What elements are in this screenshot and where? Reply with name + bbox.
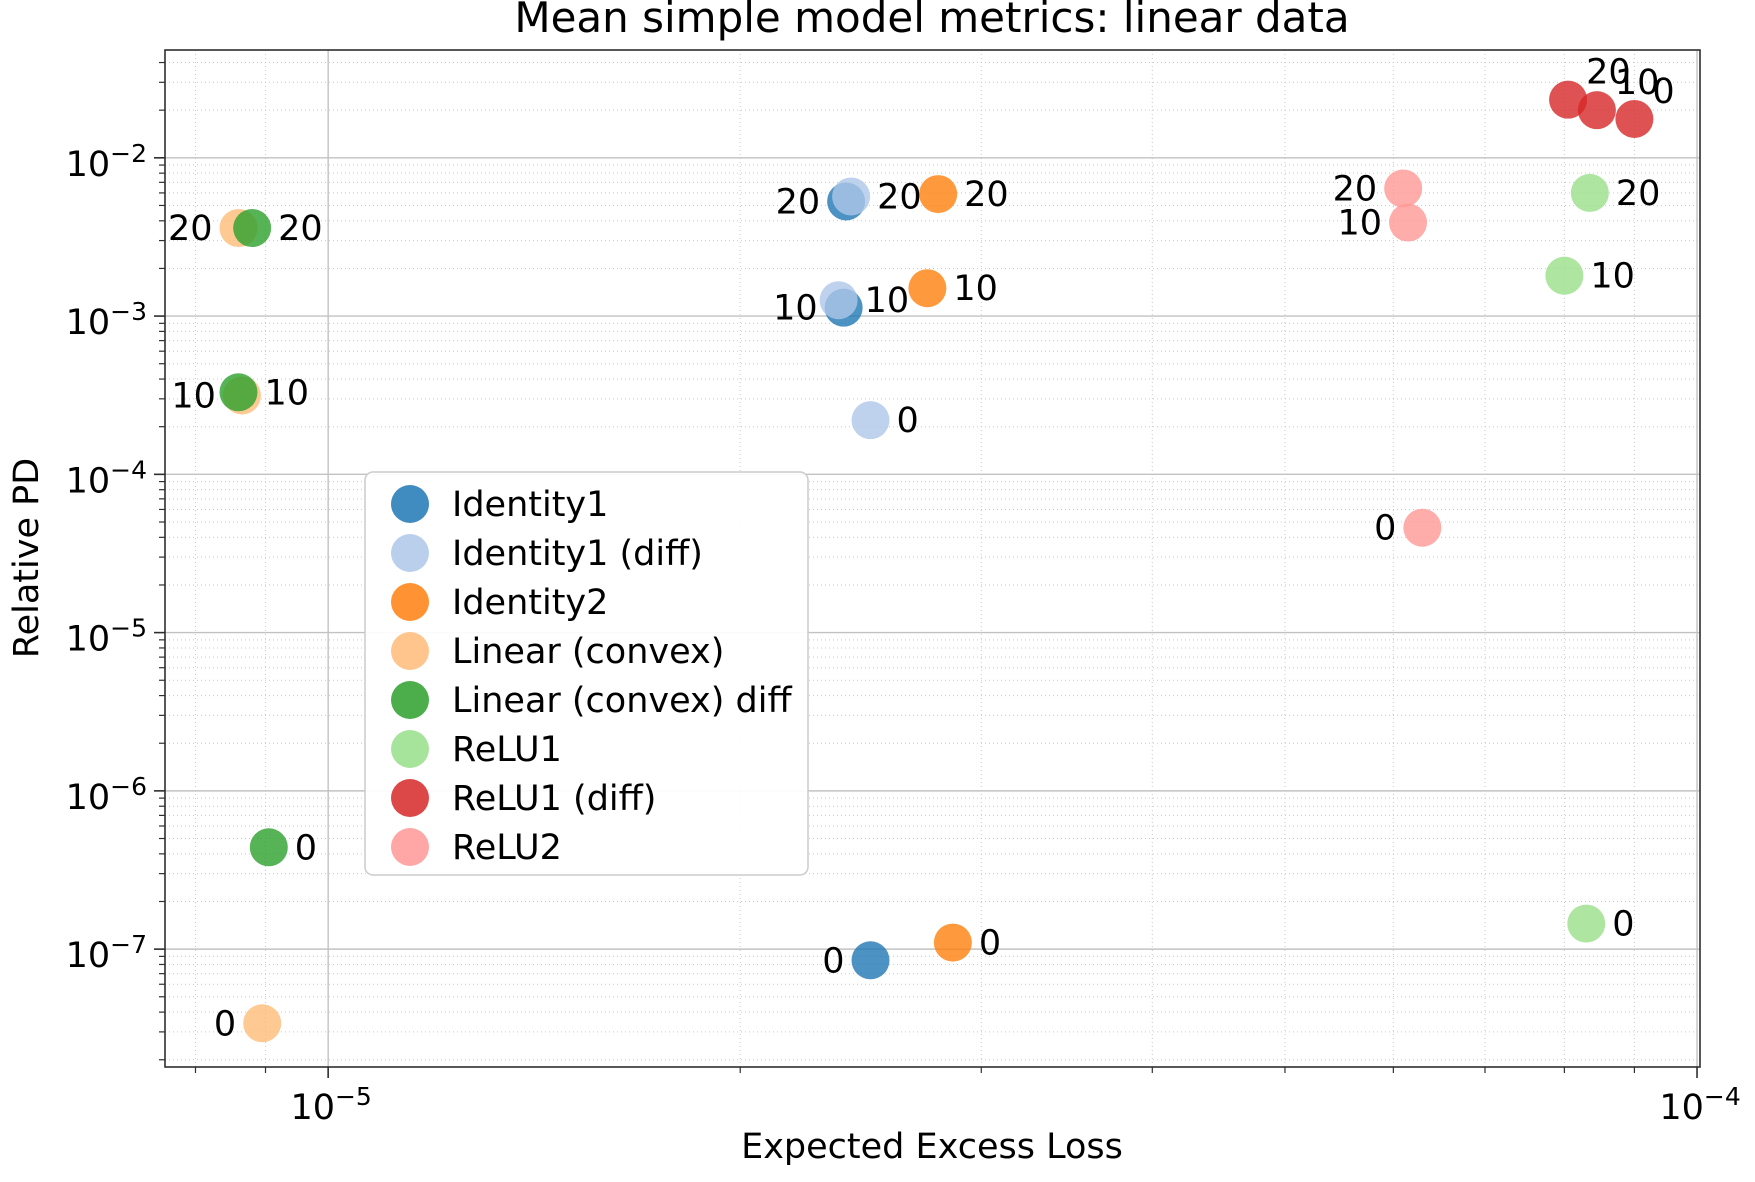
legend-label: Identity2 [452, 583, 608, 623]
legend-label: Identity1 [452, 485, 608, 525]
data-point-identity1-diff- [832, 177, 871, 216]
point-label: 0 [979, 924, 1001, 964]
legend-label: ReLU1 (diff) [452, 779, 656, 819]
data-point-linear-convex-diff [233, 209, 272, 248]
y-tick-label: 10−4 [66, 455, 147, 501]
point-label: 20 [964, 175, 1009, 215]
data-point-relu2 [1384, 169, 1423, 208]
y-tick-label: 10−6 [66, 772, 147, 818]
data-point-relu1-diff- [1577, 91, 1616, 130]
legend-label: ReLU1 [452, 730, 562, 770]
legend-marker-identity1-diff- [391, 534, 429, 572]
x-tick-label: 10−4 [1659, 1082, 1740, 1128]
x-tick-label: 10−5 [290, 1082, 371, 1128]
x-axis-label: Expected Excess Loss [741, 1127, 1123, 1167]
data-points-layer [219, 80, 1654, 1043]
legend-marker-linear-convex-diff [391, 681, 429, 719]
data-point-identity2 [908, 269, 947, 308]
grid-layer [165, 50, 1700, 1067]
point-label: 10 [1337, 204, 1382, 244]
data-point-relu2 [1389, 203, 1428, 242]
legend-marker-relu1-diff- [391, 779, 429, 817]
data-point-relu1 [1545, 256, 1584, 295]
point-label: 10 [773, 289, 818, 329]
tick-layer: 10−5 10−4 10−2 10−3 10−4 10−5 10−6 10−7 [66, 61, 1741, 1128]
point-label: 20 [877, 177, 922, 217]
point-label: 20 [1333, 169, 1378, 209]
legend-box [364, 471, 809, 876]
data-point-identity2 [933, 923, 972, 962]
point-label: 20 [776, 182, 821, 222]
data-point-relu1 [1567, 904, 1606, 943]
point-label: 10 [1615, 63, 1660, 103]
data-point-relu1-diff- [1549, 80, 1588, 119]
legend-marker-relu1 [391, 730, 429, 768]
data-point-linear-convex-diff [249, 828, 288, 867]
point-label: 10 [171, 376, 216, 416]
chart-title: Mean simple model metrics: linear data [514, 0, 1349, 42]
y-tick-label: 10−3 [66, 297, 147, 343]
point-label: 0 [897, 401, 919, 441]
point-label: 20 [1616, 174, 1661, 214]
y-axis-label: Relative PD [7, 458, 47, 658]
legend-label: Identity1 (diff) [452, 534, 703, 574]
point-label: 20 [168, 209, 213, 249]
y-tick-label: 10−2 [66, 139, 147, 185]
data-point-identity1 [851, 941, 890, 980]
data-point-relu1-diff- [1615, 99, 1654, 138]
point-label: 0 [1652, 72, 1674, 112]
data-point-relu1 [1570, 173, 1609, 212]
data-point-linear-convex- [243, 1004, 282, 1043]
y-tick-label: 10−5 [66, 614, 147, 660]
y-tick-label: 10−7 [66, 930, 147, 976]
legend-label: Linear (convex) diff [452, 681, 792, 721]
legend-marker-identity2 [391, 583, 429, 621]
point-label: 20 [278, 209, 323, 249]
point-label: 0 [214, 1004, 236, 1044]
point-label: 10 [953, 269, 998, 309]
data-point-identity1-diff- [851, 401, 890, 440]
point-label: 0 [1612, 905, 1634, 945]
point-label: 0 [1374, 509, 1396, 549]
legend-marker-identity1 [391, 485, 429, 523]
point-label: 10 [264, 373, 309, 413]
legend-label: Linear (convex) [452, 632, 724, 672]
point-label: 20 [1586, 53, 1631, 93]
point-label: 10 [1590, 257, 1635, 297]
legend-label: ReLU2 [452, 828, 562, 868]
legend: Identity1 Identity1 (diff) Identity2 Linear… [364, 471, 809, 876]
plot-border [164, 49, 1701, 1068]
point-label: 10 [865, 281, 910, 321]
data-point-identity1-diff- [819, 281, 858, 320]
data-point-identity2 [919, 175, 958, 214]
data-point-relu2 [1403, 508, 1442, 547]
legend-marker-relu2 [391, 828, 429, 866]
data-point-linear-convex-diff [219, 373, 258, 412]
legend-marker-linear-convex- [391, 632, 429, 670]
point-label: 0 [295, 828, 317, 868]
point-label: 0 [822, 941, 844, 981]
